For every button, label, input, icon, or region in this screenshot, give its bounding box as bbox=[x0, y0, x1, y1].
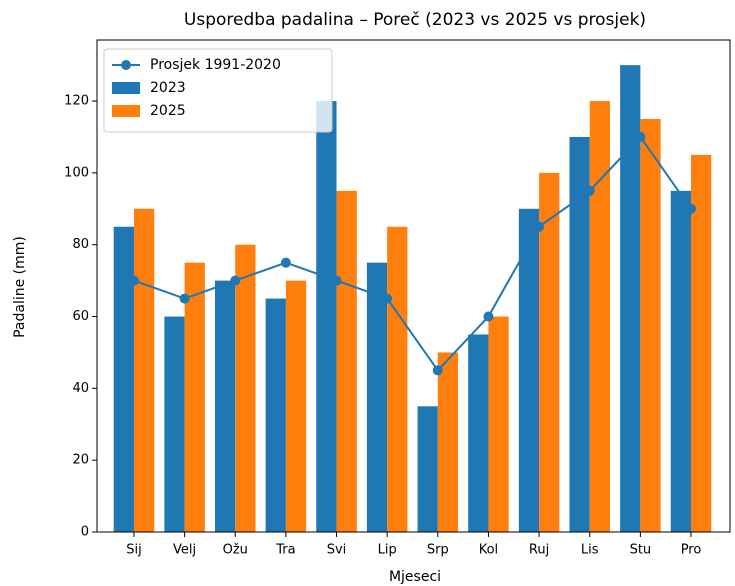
bar bbox=[387, 226, 408, 533]
x-tick-label: Ruj bbox=[529, 543, 549, 558]
y-tick-label: 20 bbox=[72, 453, 89, 468]
legend-label: 2025 bbox=[150, 103, 186, 119]
marker bbox=[483, 311, 494, 322]
chart-title: Usporedba padalina – Poreč (2023 vs 2025… bbox=[184, 10, 646, 30]
legend-label: 2023 bbox=[150, 80, 186, 96]
bar bbox=[164, 316, 185, 532]
marker bbox=[534, 221, 545, 232]
y-axis-label: Padaline (mm) bbox=[12, 236, 28, 338]
y-tick-label: 100 bbox=[64, 165, 89, 180]
bar bbox=[366, 262, 388, 532]
marker bbox=[635, 131, 646, 142]
bar bbox=[235, 244, 256, 532]
bar bbox=[417, 406, 438, 532]
bar bbox=[539, 172, 560, 532]
marker bbox=[584, 185, 595, 196]
x-axis-label: Mjeseci bbox=[389, 569, 441, 585]
marker bbox=[280, 257, 291, 268]
y-tick-label: 0 bbox=[81, 525, 89, 540]
bar bbox=[468, 334, 489, 532]
x-tick-label: Lis bbox=[581, 543, 599, 558]
marker bbox=[432, 365, 443, 376]
x-tick-label: Stu bbox=[630, 543, 652, 558]
y-tick-label: 40 bbox=[72, 381, 89, 396]
line bbox=[133, 135, 692, 372]
bar bbox=[214, 280, 236, 532]
bar bbox=[569, 136, 590, 532]
x-tick-label: Svi bbox=[327, 543, 347, 558]
x-tick-label: Kol bbox=[479, 543, 498, 558]
legend-swatch bbox=[112, 82, 140, 94]
bar bbox=[265, 298, 286, 532]
bar bbox=[336, 190, 357, 532]
plot-frame bbox=[96, 39, 731, 533]
bar bbox=[518, 208, 540, 532]
bar bbox=[620, 65, 641, 533]
bar bbox=[316, 101, 337, 533]
bar bbox=[113, 226, 134, 533]
bar bbox=[670, 190, 692, 532]
x-tick-label: Pro bbox=[681, 543, 702, 558]
y-tick-label: 120 bbox=[64, 94, 89, 109]
bar bbox=[133, 208, 155, 532]
bar bbox=[589, 101, 610, 533]
legend-label: Prosjek 1991-2020 bbox=[150, 57, 281, 73]
x-tick-label: Sij bbox=[126, 543, 141, 558]
bar bbox=[437, 352, 459, 532]
marker bbox=[686, 203, 697, 214]
x-tick-label: Tra bbox=[275, 543, 295, 558]
x-tick-label: Ožu bbox=[223, 543, 248, 558]
marker bbox=[331, 275, 342, 286]
x-tick-label: Velj bbox=[173, 543, 196, 558]
bar bbox=[640, 119, 661, 533]
marker bbox=[382, 293, 393, 304]
x-tick-label: Lip bbox=[378, 543, 397, 558]
bar bbox=[285, 280, 307, 532]
marker bbox=[128, 275, 139, 286]
bar bbox=[691, 154, 712, 532]
legend-marker bbox=[121, 60, 131, 70]
legend-box bbox=[103, 48, 333, 133]
marker bbox=[230, 275, 241, 286]
y-tick-label: 60 bbox=[72, 309, 89, 324]
bar bbox=[184, 262, 205, 532]
x-tick-label: Srp bbox=[427, 543, 449, 558]
marker bbox=[179, 293, 190, 304]
legend-swatch bbox=[112, 105, 140, 117]
y-tick-label: 80 bbox=[72, 237, 89, 252]
bar bbox=[488, 316, 509, 532]
